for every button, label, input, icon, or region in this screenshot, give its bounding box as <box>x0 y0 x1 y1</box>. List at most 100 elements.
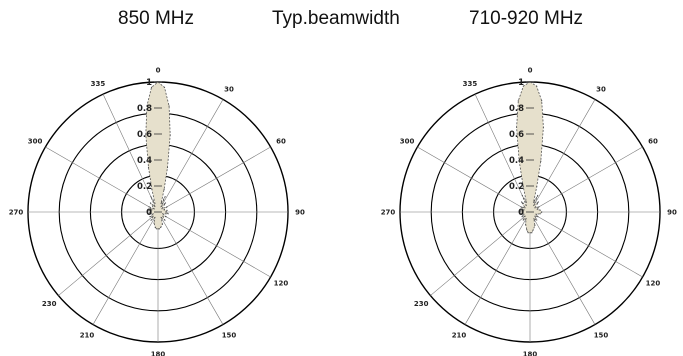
pattern-point <box>539 213 541 215</box>
angle-tick-label: 90 <box>667 209 677 217</box>
pattern-point <box>533 204 535 206</box>
angle-tick-label: 150 <box>222 331 237 339</box>
pattern-point <box>150 219 152 221</box>
pattern-point <box>145 134 147 136</box>
pattern-point <box>541 100 543 102</box>
pattern-point <box>520 209 522 211</box>
pattern-point <box>531 232 533 234</box>
pattern-point <box>161 208 163 210</box>
pattern-point <box>533 218 535 220</box>
angle-tick-label: 335 <box>463 80 478 88</box>
polar-chart-710-920mhz: 0 30 60 90 120 150 180 210 230 270 300 335 0 0.2 0.4 0.… <box>381 67 677 356</box>
angle-spoke <box>157 99 224 213</box>
pattern-point <box>166 206 168 208</box>
pattern-point <box>148 209 150 211</box>
pattern-point <box>151 209 153 211</box>
pattern-point <box>534 215 536 217</box>
pattern-point <box>521 201 523 203</box>
pattern-point <box>162 215 164 217</box>
pattern-point <box>525 218 527 220</box>
pattern-point <box>534 224 536 226</box>
angle-tick-label: 120 <box>274 280 289 288</box>
pattern-point <box>148 206 150 208</box>
pattern-point <box>152 213 154 215</box>
pattern-point <box>524 207 526 209</box>
pattern-point <box>160 205 162 207</box>
pattern-point <box>148 213 150 215</box>
radial-tick-label: 0 <box>146 208 152 218</box>
pattern-point <box>529 232 531 234</box>
radial-tick-label: 0.4 <box>137 156 152 166</box>
radial-tick-label: 0.8 <box>137 104 152 114</box>
pattern-point <box>523 209 525 211</box>
pattern-point <box>536 186 538 188</box>
radial-tick-label: 0.4 <box>509 156 524 166</box>
pattern-point <box>538 206 540 208</box>
pattern-point <box>525 201 527 203</box>
angle-tick-label: 60 <box>648 138 658 146</box>
pattern-point <box>153 222 155 224</box>
pattern-point <box>160 226 162 228</box>
radial-tick-label: 0.6 <box>509 130 524 140</box>
angle-tick-label: 150 <box>594 331 609 339</box>
pattern-point <box>154 202 156 204</box>
pattern-point <box>516 126 518 128</box>
pattern-point <box>167 213 169 215</box>
pattern-point <box>161 223 163 225</box>
angle-spoke <box>157 211 271 278</box>
pattern-point <box>162 213 164 215</box>
pattern-point <box>533 201 535 203</box>
pattern-point <box>166 166 169 169</box>
pattern-point <box>149 202 152 204</box>
pattern-point <box>160 202 162 204</box>
angle-spoke <box>529 211 643 278</box>
pattern-point <box>147 166 150 169</box>
pattern-point <box>150 196 152 198</box>
pattern-point <box>149 216 151 218</box>
radial-tick-label: 0.2 <box>509 182 524 192</box>
pattern-point <box>165 211 167 213</box>
angle-spoke <box>417 146 531 213</box>
radial-tick-label: 0.6 <box>137 130 152 140</box>
pattern-point <box>164 202 167 204</box>
angle-tick-label: 90 <box>295 209 305 217</box>
pattern-point <box>166 209 168 211</box>
angle-spoke <box>58 211 159 296</box>
pattern-point <box>146 105 148 107</box>
radial-tick-label: 1 <box>146 78 152 88</box>
pattern-point <box>520 211 522 213</box>
angle-tick-label: 270 <box>9 209 24 217</box>
pattern-point <box>534 207 536 209</box>
pattern-point <box>541 211 543 213</box>
pattern-point <box>518 160 520 162</box>
pattern-point <box>165 216 167 218</box>
pattern-point <box>526 229 528 231</box>
angle-spoke <box>529 211 596 325</box>
pattern-point <box>160 217 162 219</box>
angle-tick-label: 335 <box>91 80 106 88</box>
pattern-point <box>520 206 522 208</box>
pattern-point <box>149 211 151 213</box>
angle-tick-label: 210 <box>452 331 467 339</box>
pattern-point <box>168 105 170 107</box>
right-chart-title: 710-920 MHz <box>469 8 584 29</box>
angle-tick-label: 210 <box>80 331 95 339</box>
pattern-point <box>169 134 171 136</box>
pattern-point <box>540 160 542 162</box>
pattern-point <box>539 209 541 211</box>
pattern-point <box>157 228 159 230</box>
angle-tick-label: 300 <box>400 138 415 146</box>
radial-tick-label: 0.8 <box>509 104 524 114</box>
pattern-point <box>520 213 522 215</box>
angle-tick-label: 0 <box>156 67 161 75</box>
pattern-point <box>522 219 524 221</box>
pattern-point <box>163 86 166 88</box>
pattern-point <box>522 85 524 87</box>
angle-tick-label: 0 <box>528 67 533 75</box>
pattern-point <box>522 186 524 188</box>
pattern-point <box>154 205 156 207</box>
pattern-point <box>527 232 529 234</box>
pattern-point <box>150 86 153 88</box>
angle-spoke <box>529 99 596 213</box>
pattern-point <box>537 201 539 203</box>
